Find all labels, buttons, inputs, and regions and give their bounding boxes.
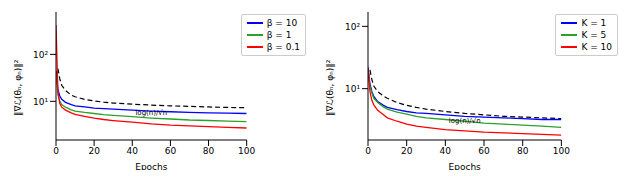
html-text:K = 10: K = 10 — [581, 42, 612, 52]
html-text:β = 1: β = 1 — [266, 30, 292, 40]
html-text:K = 1: K = 1 — [581, 18, 607, 28]
svg-text:60: 60 — [165, 146, 177, 156]
svg-text:0: 0 — [365, 146, 371, 156]
html-text:β = 0.1: β = 0.1 — [266, 42, 300, 52]
svg-text:10²: 10² — [345, 22, 360, 32]
svg-text:10¹: 10¹ — [345, 84, 360, 94]
svg-text:20: 20 — [88, 146, 100, 156]
svg-text:20: 20 — [401, 146, 413, 156]
svg-text:‖∇ℒ(θₙ, φₙ)‖²: ‖∇ℒ(θₙ, φₙ)‖² — [325, 59, 335, 116]
svg-text:Epochs: Epochs — [135, 162, 168, 170]
svg-text:40: 40 — [127, 146, 139, 156]
svg-text:‖∇ℒ(θₙ, φₙ)‖²: ‖∇ℒ(θₙ, φₙ)‖² — [13, 59, 23, 116]
svg-text:log(n)/√n: log(n)/√n — [135, 109, 167, 117]
svg-text:100: 100 — [553, 146, 570, 156]
svg-text:0: 0 — [53, 146, 59, 156]
svg-text:log(n)/√n: log(n)/√n — [449, 117, 481, 125]
html-text:β = 10: β = 10 — [266, 18, 298, 28]
svg-text:60: 60 — [478, 146, 490, 156]
svg-text:10¹: 10¹ — [33, 97, 48, 107]
svg-text:100: 100 — [238, 146, 255, 156]
svg-text:40: 40 — [440, 146, 452, 156]
html-text:K = 5: K = 5 — [581, 30, 607, 40]
svg-text:80: 80 — [517, 146, 529, 156]
svg-text:80: 80 — [203, 146, 215, 156]
svg-text:10²: 10² — [33, 50, 48, 60]
svg-text:Epochs: Epochs — [449, 162, 482, 170]
